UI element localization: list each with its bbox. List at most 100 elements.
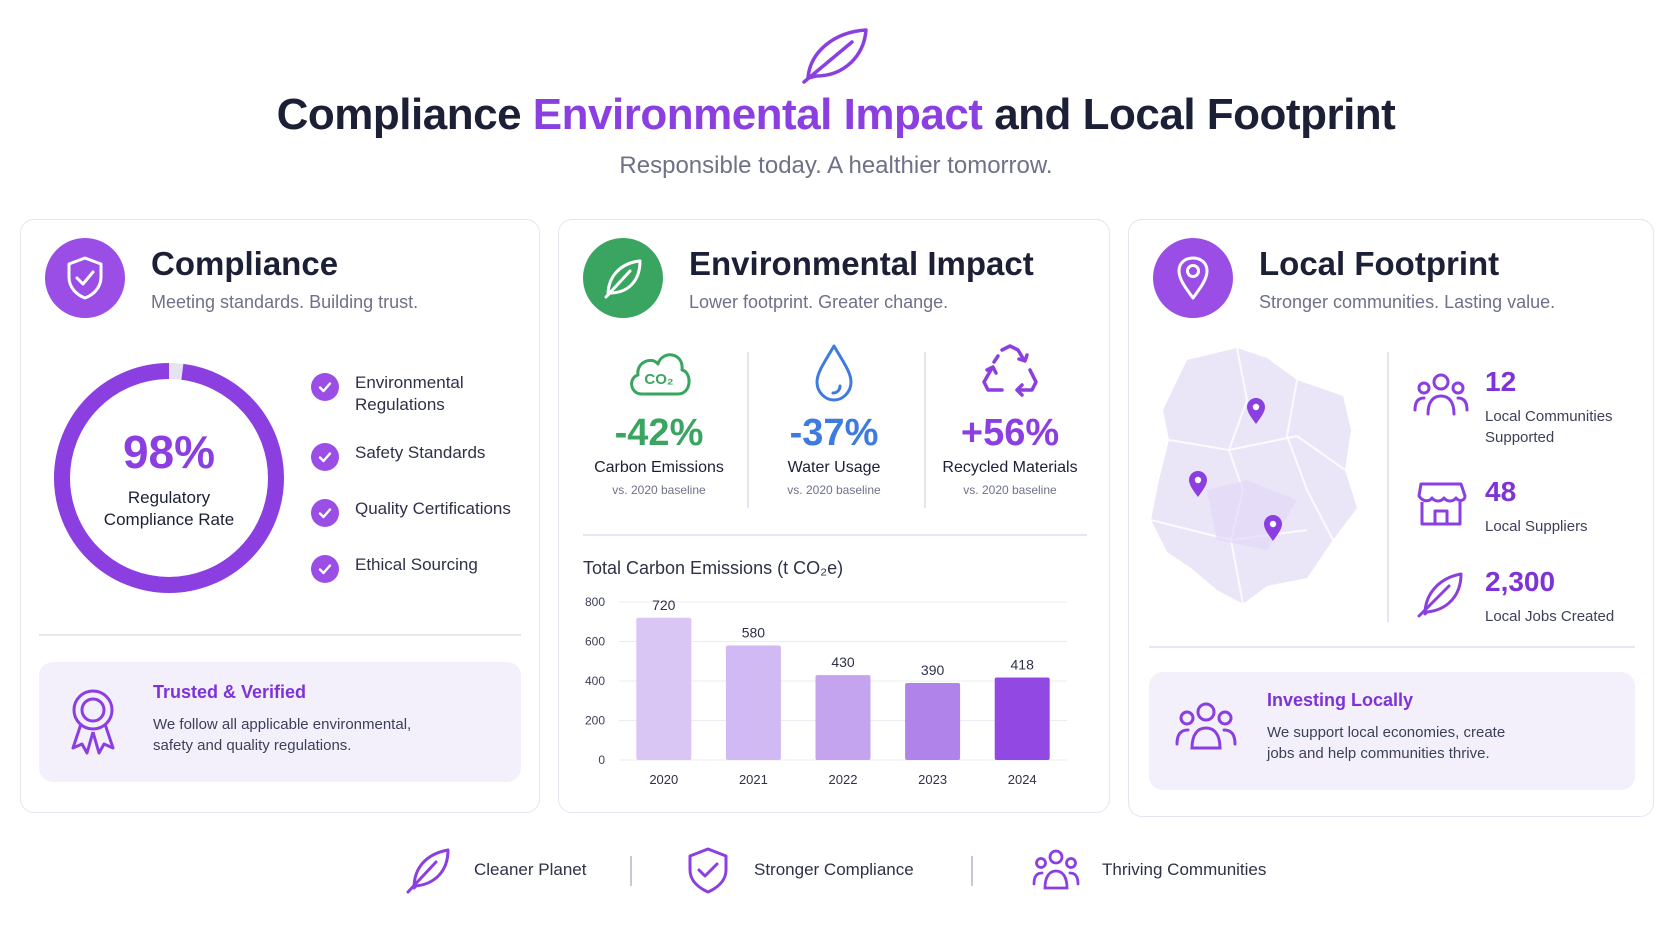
map-pin-icon bbox=[1189, 471, 1207, 497]
storefront-icon bbox=[1417, 482, 1467, 526]
chart-data-label: 430 bbox=[831, 654, 855, 670]
environmental-impact-card: Environmental Impact Lower footprint. Gr… bbox=[558, 219, 1110, 813]
investing-locally-box: Investing Locally We support local econo… bbox=[1149, 672, 1635, 790]
checklist-item-label-2: Regulations bbox=[355, 395, 445, 414]
compliance-subtitle: Meeting standards. Building trust. bbox=[151, 292, 419, 312]
footer-item-cleaner-planet: Cleaner Planet bbox=[404, 846, 586, 894]
trusted-verified-title: Trusted & Verified bbox=[153, 682, 307, 702]
chart-data-label: 418 bbox=[1011, 656, 1035, 672]
check-circle-icon bbox=[311, 499, 339, 527]
footer-label: Cleaner Planet bbox=[474, 860, 587, 879]
people-group-icon bbox=[1032, 849, 1080, 890]
compliance-icon-badge bbox=[45, 238, 125, 318]
rate-label-line-2: Compliance Rate bbox=[103, 510, 235, 529]
kpi-note: vs. 2020 baseline bbox=[963, 483, 1057, 497]
trust-text-line-2: safety and quality regulations. bbox=[153, 737, 352, 754]
checklist-item: Safety Standards bbox=[311, 442, 485, 471]
stat-value: 12 bbox=[1485, 366, 1517, 397]
title-part-2: and Local Footprint bbox=[994, 90, 1396, 139]
local-icon-badge bbox=[1153, 238, 1233, 318]
trusted-verified-box: Trusted & Verified We follow all applica… bbox=[39, 662, 521, 782]
recycle-icon bbox=[982, 344, 1038, 397]
checklist-item-label: Safety Standards bbox=[355, 443, 486, 462]
chart-x-tick-label: 2020 bbox=[649, 772, 678, 787]
leaf-icon bbox=[604, 259, 642, 299]
chart-x-tick-label: 2023 bbox=[918, 772, 947, 787]
compliance-card: Compliance Meeting standards. Building t… bbox=[20, 219, 540, 813]
chart-y-tick-label: 400 bbox=[585, 674, 605, 688]
local-footprint-card: Local Footprint Stronger communities. La… bbox=[1128, 219, 1654, 817]
kpi-divider bbox=[747, 352, 749, 508]
title-accent: Environmental Impact bbox=[532, 90, 983, 139]
footer-label: Thriving Communities bbox=[1102, 860, 1267, 879]
kpi-label: Recycled Materials bbox=[942, 459, 1078, 476]
environment-subtitle: Lower footprint. Greater change. bbox=[689, 292, 949, 312]
environment-title: Environmental Impact bbox=[689, 245, 1034, 282]
stat-label-line-1: Local Jobs Created bbox=[1485, 608, 1615, 625]
checklist-item: Quality Certifications bbox=[311, 498, 511, 527]
chart-y-tick-label: 600 bbox=[585, 635, 605, 649]
kpi-label: Carbon Emissions bbox=[594, 459, 724, 476]
chart-x-tick-label: 2021 bbox=[739, 772, 768, 787]
rate-label-line-1: Regulatory bbox=[127, 488, 211, 507]
local-title: Local Footprint bbox=[1259, 245, 1500, 282]
award-ribbon-icon bbox=[71, 689, 115, 755]
checklist-item: Environmental Regulations bbox=[311, 372, 464, 416]
invest-text-line-2: jobs and help communities thrive. bbox=[1267, 745, 1490, 762]
title-part-1: Compliance bbox=[276, 90, 522, 139]
investing-locally-title: Investing Locally bbox=[1267, 690, 1414, 710]
leaf-icon bbox=[1417, 572, 1463, 618]
chart-data-label: 580 bbox=[742, 624, 766, 640]
invest-text-line-1: We support local economies, create bbox=[1267, 724, 1506, 741]
kpi-value: -42% bbox=[614, 412, 704, 454]
page-tagline: Responsible today. A healthier tomorrow. bbox=[619, 152, 1053, 179]
page-title: Compliance Environmental Impact and Loca… bbox=[0, 90, 1672, 140]
kpi-value: +56% bbox=[960, 412, 1060, 454]
stat-label-line-2: Supported bbox=[1485, 429, 1555, 446]
chart-bar bbox=[994, 677, 1050, 760]
check-circle-icon bbox=[311, 373, 339, 401]
chart-x-tick-label: 2022 bbox=[829, 772, 858, 787]
chart-y-tick-label: 0 bbox=[598, 753, 605, 767]
shield-check-icon bbox=[688, 847, 728, 894]
section-divider bbox=[583, 534, 1087, 536]
map-divider bbox=[1387, 352, 1389, 622]
map-pin-icon bbox=[1247, 398, 1265, 424]
section-divider bbox=[39, 634, 521, 636]
stat-label: Local Communities Supported bbox=[1485, 406, 1635, 448]
kpi-water: -37% Water Usage vs. 2020 baseline bbox=[746, 340, 922, 497]
stat-label: Local Suppliers bbox=[1485, 516, 1635, 537]
footer-label: Stronger Compliance bbox=[754, 860, 914, 879]
map-pin-icon bbox=[1177, 256, 1209, 300]
footer-item-stronger-compliance: Stronger Compliance bbox=[684, 846, 914, 894]
footer-separator bbox=[630, 856, 632, 886]
stat-value: 48 bbox=[1485, 476, 1517, 507]
map-pin-icon bbox=[1264, 515, 1282, 541]
chart-title: Total Carbon Emissions (t CO₂e) bbox=[583, 558, 844, 578]
compliance-rate-donut bbox=[54, 363, 284, 593]
chart-bar bbox=[815, 675, 871, 760]
kpi-label: Water Usage bbox=[787, 459, 881, 476]
check-circle-icon bbox=[311, 555, 339, 583]
kpi-carbon: CO₂ -42% Carbon Emissions vs. 2020 basel… bbox=[571, 340, 747, 497]
kpi-recycled: +56% Recycled Materials vs. 2020 baselin… bbox=[922, 340, 1098, 497]
chart-x-tick-label: 2024 bbox=[1008, 772, 1037, 787]
water-drop-icon bbox=[815, 344, 853, 402]
trust-text-line-1: We follow all applicable environmental, bbox=[153, 716, 412, 733]
leaf-icon bbox=[406, 848, 450, 894]
chart-data-label: 720 bbox=[652, 597, 676, 613]
checklist-item-label: Environmental bbox=[355, 373, 464, 392]
compliance-rate-label: Regulatory Compliance Rate bbox=[51, 487, 287, 531]
footer-item-thriving-communities: Thriving Communities bbox=[1032, 846, 1266, 894]
shield-check-icon bbox=[67, 256, 103, 300]
compliance-rate-value: 98% bbox=[122, 426, 216, 478]
stat-label-line-1: Local Communities bbox=[1485, 408, 1613, 425]
kpi-value: -37% bbox=[789, 412, 879, 454]
kpi-divider bbox=[924, 352, 926, 508]
chart-bar bbox=[905, 682, 961, 760]
chart-data-label: 390 bbox=[921, 662, 945, 678]
trusted-verified-text: We follow all applicable environmental, … bbox=[153, 714, 473, 756]
leaf-icon bbox=[802, 28, 868, 84]
stat-label-line-1: Local Suppliers bbox=[1485, 518, 1588, 535]
kpi-note: vs. 2020 baseline bbox=[612, 483, 706, 497]
